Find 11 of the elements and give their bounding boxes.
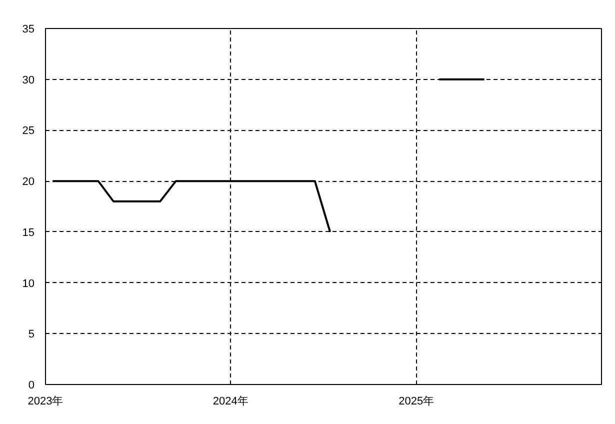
y-tick-label: 0 — [28, 380, 35, 392]
x-tick-label: 2023年 — [28, 396, 64, 408]
x-tick-label: 2024年 — [212, 396, 248, 408]
y-tick-label: 25 — [22, 125, 35, 138]
x-tick-label: 2025年 — [398, 396, 434, 408]
y-tick-label: 35 — [22, 24, 35, 36]
y-tick-label: 30 — [22, 74, 35, 86]
y-tick-label: 10 — [22, 278, 35, 290]
y-tick-label: 15 — [22, 226, 35, 239]
y-tick-label: 5 — [28, 328, 35, 341]
y-tick-label: 20 — [22, 176, 35, 188]
